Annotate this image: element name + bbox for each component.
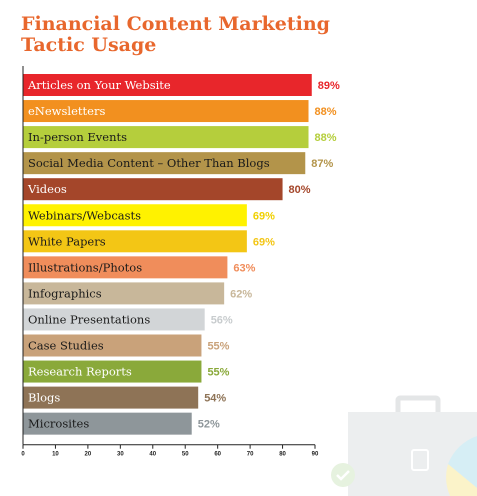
bar-category-label: Online Presentations — [28, 312, 150, 326]
bar-category-label: eNewsletters — [28, 104, 105, 118]
bar-value-label: 88% — [315, 132, 337, 144]
bar-value-label: 56% — [211, 314, 233, 326]
bar — [23, 360, 202, 383]
bar-value-label: 69% — [253, 210, 275, 222]
x-tick-label: 50 — [182, 452, 189, 458]
bar — [23, 282, 225, 305]
briefcase-lock-icon — [411, 449, 429, 471]
pie-icon-slice-blue — [448, 436, 477, 488]
bar-category-label: Blogs — [28, 391, 60, 405]
bar-value-label: 55% — [207, 341, 229, 353]
bar-category-label: Videos — [27, 182, 67, 196]
bar — [23, 204, 247, 227]
bars-layer: Articles on Your Website 89% eNewsletters 8… — [23, 74, 340, 435]
x-tick-label: 80 — [279, 452, 286, 458]
bar-value-label: 88% — [315, 106, 337, 118]
bar-value-label: 80% — [289, 184, 311, 196]
chart-title-line-2: Tactic Usage — [21, 34, 157, 56]
chart-title-line-1: Financial Content Marketing — [21, 13, 330, 35]
x-tick-label: 60 — [214, 452, 221, 458]
briefcase-illustration — [348, 395, 477, 496]
chart-title: Financial Content Marketing Tactic Usage — [21, 14, 341, 56]
bar — [23, 334, 202, 357]
x-tick-label: 30 — [117, 452, 124, 458]
bar-value-label: 69% — [253, 236, 275, 248]
bar — [23, 178, 283, 201]
bar-category-label: In-person Events — [28, 130, 127, 144]
x-tick-label: 0 — [21, 452, 25, 458]
bar-category-label: Social Media Content – Other Than Blogs — [28, 156, 270, 170]
x-tick-label: 40 — [149, 452, 156, 458]
x-tick-label: 10 — [52, 452, 59, 458]
bar-category-label: White Papers — [28, 234, 106, 248]
bar-category-label: Case Studies — [28, 339, 104, 353]
bar-value-label: 54% — [204, 393, 226, 405]
bar-value-label: 89% — [318, 80, 340, 92]
x-tick-label: 90 — [312, 452, 319, 458]
bar-category-label: Microsites — [28, 417, 89, 431]
x-tick-label: 70 — [247, 452, 254, 458]
bar — [23, 256, 228, 279]
bar — [23, 386, 199, 409]
bar-category-label: Infographics — [28, 286, 102, 300]
bar-category-label: Illustrations/Photos — [28, 260, 142, 274]
checkmark-icon — [331, 463, 355, 487]
bar — [23, 230, 247, 253]
bar-category-label: Articles on Your Website — [27, 78, 171, 92]
bar-value-label: 87% — [311, 158, 333, 170]
bar-category-label: Webinars/Webcasts — [28, 208, 141, 222]
x-axis: 0 10 20 30 40 50 60 70 80 90 — [21, 66, 319, 458]
bar — [23, 412, 192, 435]
bar-value-label: 62% — [230, 288, 252, 300]
bar-value-label: 55% — [207, 367, 229, 379]
bar-value-label: 63% — [233, 262, 255, 274]
bar — [23, 100, 309, 123]
bar-category-label: Research Reports — [28, 365, 132, 379]
bar — [23, 152, 306, 175]
bar — [23, 126, 309, 149]
pie-icon-slice-yellow — [446, 464, 477, 496]
x-tick-label: 20 — [85, 452, 92, 458]
bar — [23, 74, 312, 96]
bar — [23, 308, 205, 331]
bar-value-label: 52% — [198, 419, 220, 431]
